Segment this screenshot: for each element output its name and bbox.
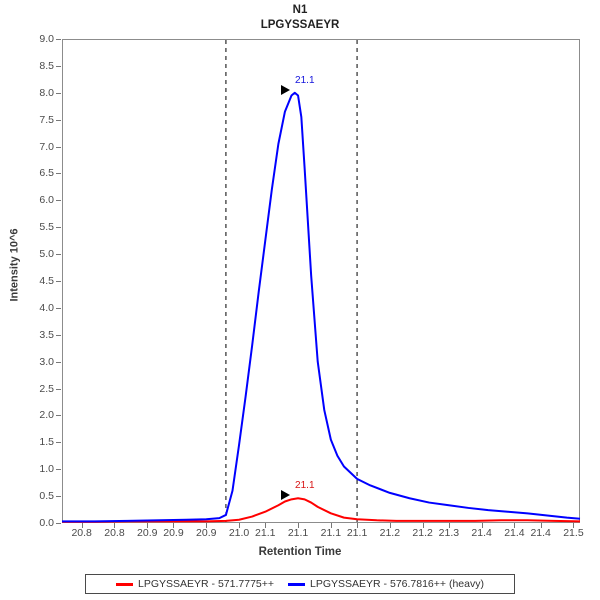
y-tick-mark xyxy=(56,65,61,67)
y-tick-mark xyxy=(56,119,61,121)
y-tick-label: 3.5 xyxy=(39,328,54,341)
x-tick-label: 21.5 xyxy=(563,527,584,539)
x-tick-label: 21.0 xyxy=(228,527,250,539)
x-tick-label: 20.8 xyxy=(71,527,92,539)
legend-item-light[interactable]: LPGYSSAEYR - 571.7775++ xyxy=(116,578,274,590)
y-tick-mark xyxy=(56,281,61,282)
x-tick-mark xyxy=(173,523,175,528)
y-tick-mark xyxy=(56,200,61,202)
x-tick-label: 20.8 xyxy=(104,527,125,539)
y-tick-label: 7.5 xyxy=(39,113,54,126)
x-tick-label: 20.9 xyxy=(196,527,217,539)
y-tick-label: 4.0 xyxy=(39,301,54,314)
x-tick-label: 21.1 xyxy=(346,527,368,539)
y-tick-label: 9.0 xyxy=(39,33,54,45)
x-tick-label: 21.1 xyxy=(287,527,309,539)
page-title: N1 xyxy=(292,4,308,16)
x-tick-label: 21.4 xyxy=(530,527,551,539)
y-tick-label: 2.5 xyxy=(39,382,54,395)
trace-heavy[interactable] xyxy=(62,91,581,523)
light-peak-annotation: 21.1 xyxy=(295,480,315,492)
legend-color-swatch-heavy xyxy=(288,582,306,586)
x-tick-mark xyxy=(389,523,391,528)
x-tick-mark xyxy=(514,523,516,528)
heavy-peak-marker-icon xyxy=(281,84,291,95)
y-tick-label: 8.5 xyxy=(39,59,54,72)
x-tick-label: 21.4 xyxy=(471,527,492,539)
y-tick-mark xyxy=(56,523,61,524)
y-tick-mark xyxy=(56,388,61,390)
x-tick-mark xyxy=(81,523,83,528)
x-tick-mark xyxy=(265,523,267,528)
legend-item-heavy[interactable]: LPGYSSAEYR - 576.7816++ (heavy) xyxy=(288,578,484,590)
y-tick-label: 2.0 xyxy=(39,409,54,422)
y-tick-label: 0.5 xyxy=(39,490,54,503)
x-tick-mark xyxy=(298,523,300,528)
y-tick-mark xyxy=(56,496,61,498)
x-tick-label: 21.1 xyxy=(255,527,276,539)
y-tick-mark xyxy=(56,361,61,363)
legend-label-heavy: LPGYSSAEYR - 576.7816++ (heavy) xyxy=(310,578,484,590)
heavy-peak-annotation: 21.1 xyxy=(295,74,315,86)
y-tick-mark xyxy=(56,415,61,417)
y-tick-mark xyxy=(56,92,61,94)
y-tick-label: 8.0 xyxy=(39,86,54,99)
x-tick-label: 21.4 xyxy=(504,527,525,539)
legend-label-light: LPGYSSAEYR - 571.7775++ xyxy=(138,578,275,590)
y-tick-mark xyxy=(56,146,61,148)
y-tick-label: 1.5 xyxy=(39,436,54,449)
peptide-subtitle: LPGYSSAEYR xyxy=(260,19,340,31)
y-tick-mark xyxy=(56,254,61,256)
y-tick-label: 5.0 xyxy=(39,248,54,261)
y-tick-mark xyxy=(56,307,61,309)
x-axis-label: Retention Time xyxy=(258,546,342,558)
plot-area[interactable] xyxy=(62,39,580,523)
x-tick-mark xyxy=(573,523,575,528)
x-tick-mark xyxy=(147,523,149,528)
y-tick-mark xyxy=(56,442,61,444)
y-tick-mark xyxy=(56,334,61,336)
chart-title-block: N1 LPGYSSAEYR xyxy=(0,3,600,33)
x-tick-mark xyxy=(357,523,359,528)
x-tick-label: 21.3 xyxy=(438,527,460,539)
y-tick-label: 7.0 xyxy=(39,140,54,153)
y-tick-mark xyxy=(56,227,61,229)
x-tick-mark xyxy=(448,523,450,528)
y-tick-label: 5.5 xyxy=(39,221,54,234)
x-tick-label: 20.9 xyxy=(163,527,184,539)
light-peak-marker-icon xyxy=(281,490,291,501)
x-tick-label: 21.2 xyxy=(379,527,401,539)
x-tick-mark xyxy=(481,523,483,528)
y-tick-label: 6.5 xyxy=(39,167,54,180)
x-tick-mark xyxy=(330,523,332,528)
y-tick-label: 6.0 xyxy=(39,194,54,207)
x-tick-label: 21.1 xyxy=(320,527,342,539)
x-tick-label: 20.9 xyxy=(137,527,158,539)
x-tick-mark xyxy=(239,523,241,528)
x-tick-mark xyxy=(422,523,424,528)
y-tick-mark xyxy=(56,469,61,471)
y-tick-label: 1.0 xyxy=(39,463,54,476)
y-tick-mark xyxy=(56,39,61,40)
y-tick-label: 3.0 xyxy=(39,355,54,368)
x-tick-mark xyxy=(114,523,116,528)
legend-color-swatch-light xyxy=(116,582,134,586)
y-tick-mark xyxy=(56,173,61,175)
trace-light[interactable] xyxy=(62,497,581,523)
x-tick-mark xyxy=(206,523,208,528)
legend: LPGYSSAEYR - 571.7775++ LPGYSSAEYR - 576… xyxy=(85,574,515,594)
y-tick-label: 4.5 xyxy=(39,275,54,287)
y-tick-label: 0.0 xyxy=(39,517,54,529)
x-tick-mark xyxy=(540,523,542,528)
x-tick-label: 21.2 xyxy=(412,527,433,539)
